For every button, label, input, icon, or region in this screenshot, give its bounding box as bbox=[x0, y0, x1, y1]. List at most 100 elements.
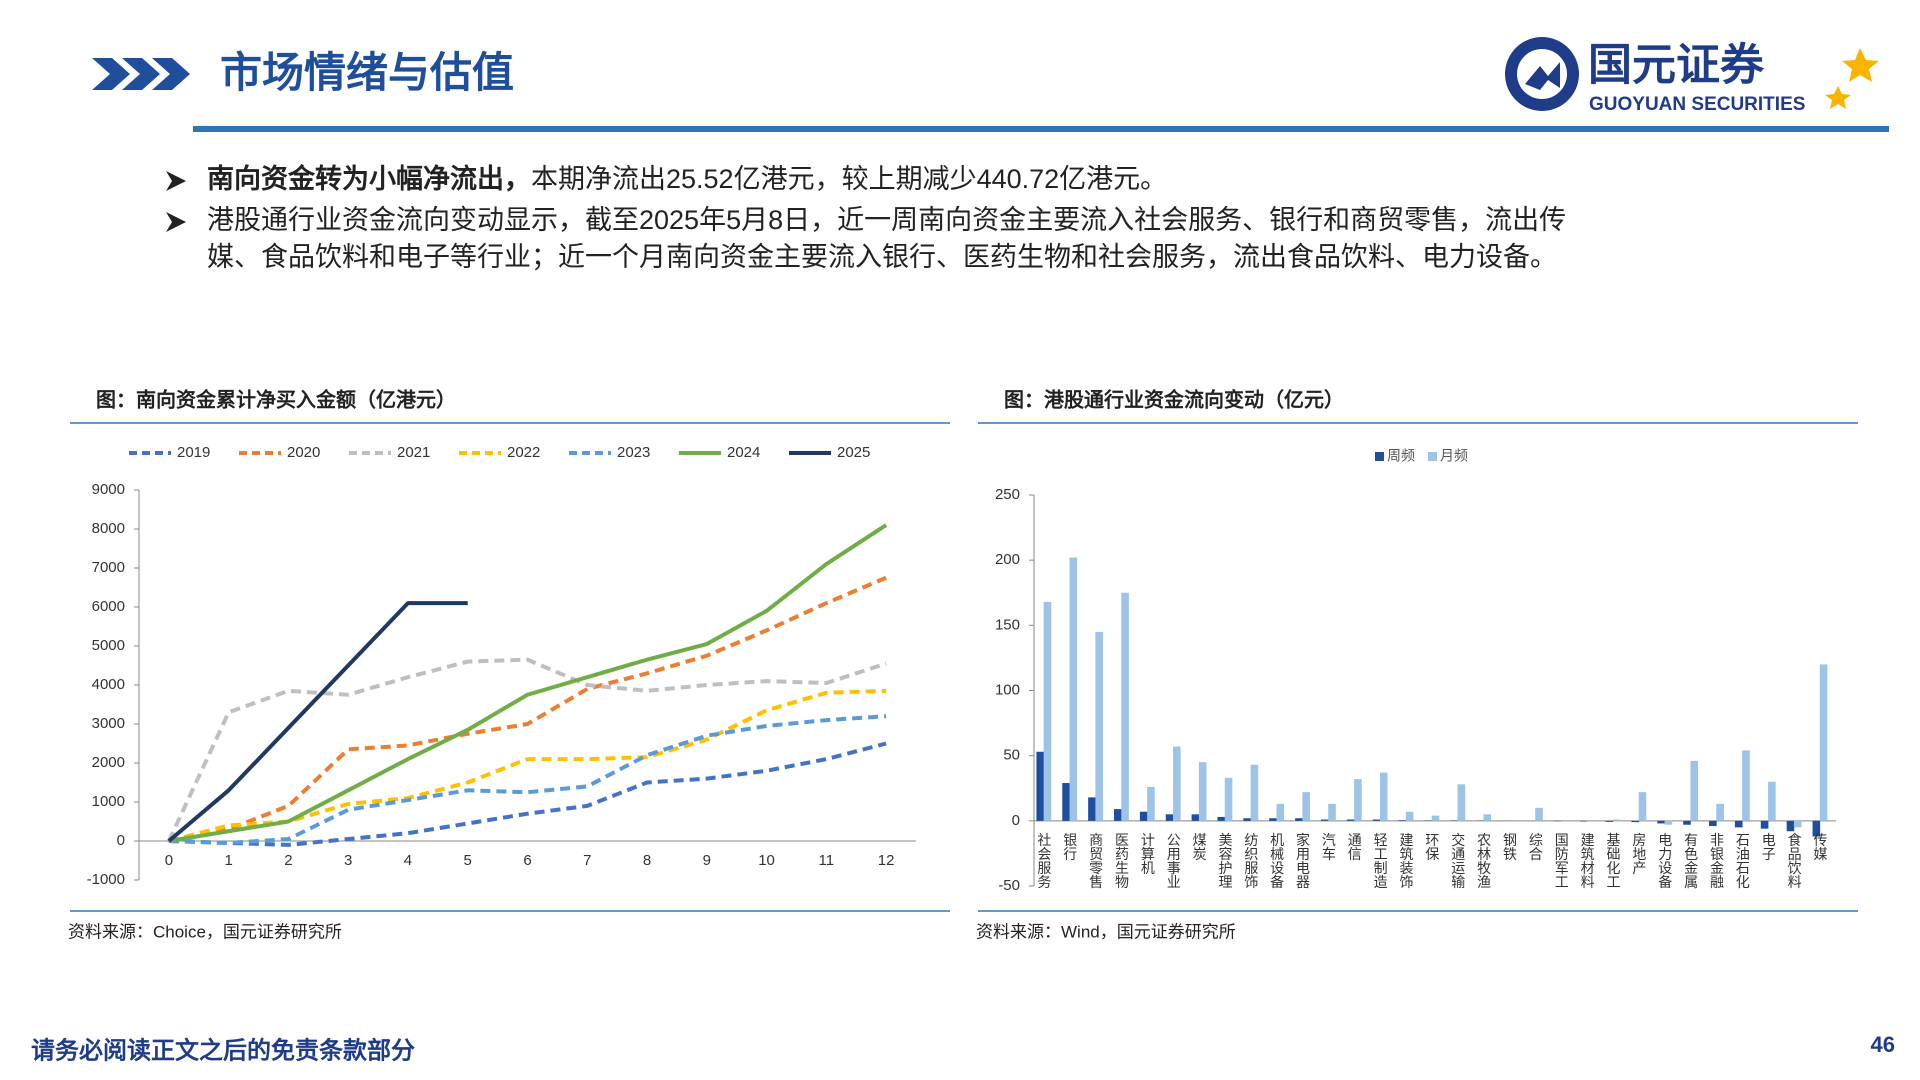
x-tick-label: 建筑材料 bbox=[1580, 833, 1596, 889]
bullet-line: 媒、食品饮料和电子等行业；近一个月南向资金主要流入银行、医药生物和社会服务，流出… bbox=[207, 242, 1557, 272]
logo-name: 国元证券 bbox=[1588, 41, 1765, 90]
y-tick-label: -1000 bbox=[87, 871, 125, 888]
bar bbox=[1224, 777, 1233, 821]
x-tick-label: 基础化工 bbox=[1606, 832, 1622, 889]
x-tick-label: 8 bbox=[643, 852, 651, 869]
bar bbox=[1379, 772, 1388, 821]
legend-label: 周频 bbox=[1387, 448, 1415, 464]
bar bbox=[1398, 820, 1407, 821]
x-tick-label: 4 bbox=[404, 852, 412, 869]
bar bbox=[1043, 601, 1052, 821]
bar bbox=[1431, 815, 1440, 821]
series-line bbox=[167, 601, 468, 843]
bar bbox=[1768, 781, 1776, 821]
x-tick-label: 医药生物 bbox=[1114, 833, 1130, 890]
bar bbox=[1690, 760, 1699, 821]
bar bbox=[1786, 820, 1795, 832]
x-tick-label: 11 bbox=[819, 852, 835, 869]
y-tick-label: 150 bbox=[995, 616, 1020, 633]
legend-swatch bbox=[1375, 452, 1384, 461]
bar bbox=[1198, 762, 1207, 821]
x-tick-label: 国防军工 bbox=[1554, 833, 1570, 889]
bar bbox=[1405, 811, 1414, 821]
legend-label: 2023 bbox=[617, 444, 650, 461]
x-tick-label: 电力设备 bbox=[1657, 833, 1673, 889]
page-number: 46 bbox=[1871, 1032, 1895, 1057]
bar bbox=[1276, 803, 1285, 821]
bar bbox=[1716, 803, 1724, 821]
y-tick-label: 100 bbox=[995, 681, 1020, 698]
bar bbox=[1483, 814, 1492, 821]
bar bbox=[1631, 820, 1640, 823]
x-tick-label: 煤炭 bbox=[1192, 833, 1208, 861]
bar bbox=[1250, 764, 1259, 821]
y-tick-label: 8000 bbox=[92, 520, 125, 537]
x-tick-label: 机械设备 bbox=[1269, 833, 1285, 889]
x-tick-label: 有色金属 bbox=[1683, 833, 1699, 889]
x-tick-label: 12 bbox=[878, 852, 895, 869]
y-tick-label: 250 bbox=[995, 486, 1020, 503]
series-line bbox=[167, 657, 887, 842]
x-tick-label: 交通运输 bbox=[1450, 832, 1466, 889]
chart-source: 资料来源：Wind，国元证券研究所 bbox=[976, 922, 1236, 941]
bar bbox=[1036, 751, 1045, 821]
x-tick-label: 0 bbox=[165, 852, 173, 869]
chart-source: 资料来源：Choice，国元证券研究所 bbox=[68, 922, 342, 941]
bar bbox=[1709, 820, 1717, 827]
bar bbox=[1173, 746, 1181, 821]
x-tick-label: 综合 bbox=[1528, 833, 1544, 861]
x-tick-label: 3 bbox=[344, 852, 352, 869]
chart-title: 图：南向资金累计净买入金额（亿港元） bbox=[96, 387, 456, 411]
x-tick-label: 公用事业 bbox=[1166, 833, 1182, 889]
x-tick-label: 房地产 bbox=[1631, 833, 1647, 876]
x-tick-label: 非银金融 bbox=[1709, 833, 1725, 889]
bullet-line: 港股通行业资金流向变动显示，截至2025年5月8日，近一周南向资金主要流入社会服… bbox=[207, 205, 1566, 235]
x-tick-label: 通信 bbox=[1347, 833, 1363, 861]
bar bbox=[1612, 819, 1621, 821]
bar bbox=[1605, 820, 1614, 822]
bar bbox=[1114, 809, 1122, 821]
x-tick-label: 建筑装饰 bbox=[1399, 833, 1415, 889]
bullets: 南向资金转为小幅净流出，本期净流出25.52亿港元，较上期减少440.72亿港元… bbox=[166, 163, 1566, 272]
bar bbox=[1657, 820, 1665, 824]
bullet-text: 南向资金转为小幅净流出，本期净流出25.52亿港元，较上期减少440.72亿港元… bbox=[207, 163, 1167, 194]
y-tick-label: 7000 bbox=[92, 559, 125, 576]
series-line bbox=[168, 741, 887, 847]
bar bbox=[1819, 664, 1828, 821]
x-tick-label: 商贸零售 bbox=[1088, 833, 1104, 889]
y-tick-label: 3000 bbox=[92, 715, 125, 732]
bar bbox=[1295, 818, 1303, 821]
x-tick-label: 农林牧渔 bbox=[1476, 833, 1492, 889]
logo: 国元证券 GUOYUAN SECURITIES bbox=[1505, 37, 1879, 115]
x-tick-label: 汽车 bbox=[1321, 833, 1337, 861]
x-tick-label: 家用电器 bbox=[1295, 832, 1311, 889]
page-title: 市场情绪与估值 bbox=[220, 49, 514, 96]
bar bbox=[1320, 819, 1329, 821]
x-tick-label: 银行 bbox=[1062, 833, 1078, 862]
bar bbox=[1734, 820, 1743, 828]
bar bbox=[1372, 819, 1381, 821]
x-tick-label: 10 bbox=[758, 852, 775, 869]
bullet-marker bbox=[166, 212, 186, 232]
bar bbox=[1062, 783, 1070, 821]
y-tick-label: 1000 bbox=[92, 793, 125, 810]
y-tick-label: 200 bbox=[995, 551, 1020, 568]
legend-label: 2019 bbox=[177, 444, 210, 461]
x-tick-label: 计算机 bbox=[1140, 833, 1156, 876]
bar bbox=[1683, 820, 1691, 825]
bar bbox=[1664, 820, 1673, 825]
header-rule bbox=[193, 126, 1889, 132]
series-line bbox=[168, 575, 887, 843]
y-tick-label: 4000 bbox=[92, 676, 125, 693]
bar bbox=[1535, 807, 1543, 821]
x-tick-label: 美容护理 bbox=[1217, 833, 1233, 889]
legend-label: 2022 bbox=[507, 444, 540, 461]
bar bbox=[1346, 819, 1355, 821]
series-line bbox=[168, 688, 887, 843]
legend-label: 月频 bbox=[1440, 448, 1468, 464]
y-tick-label: 0 bbox=[117, 832, 125, 849]
bar bbox=[1269, 818, 1277, 821]
bar bbox=[1793, 820, 1802, 828]
